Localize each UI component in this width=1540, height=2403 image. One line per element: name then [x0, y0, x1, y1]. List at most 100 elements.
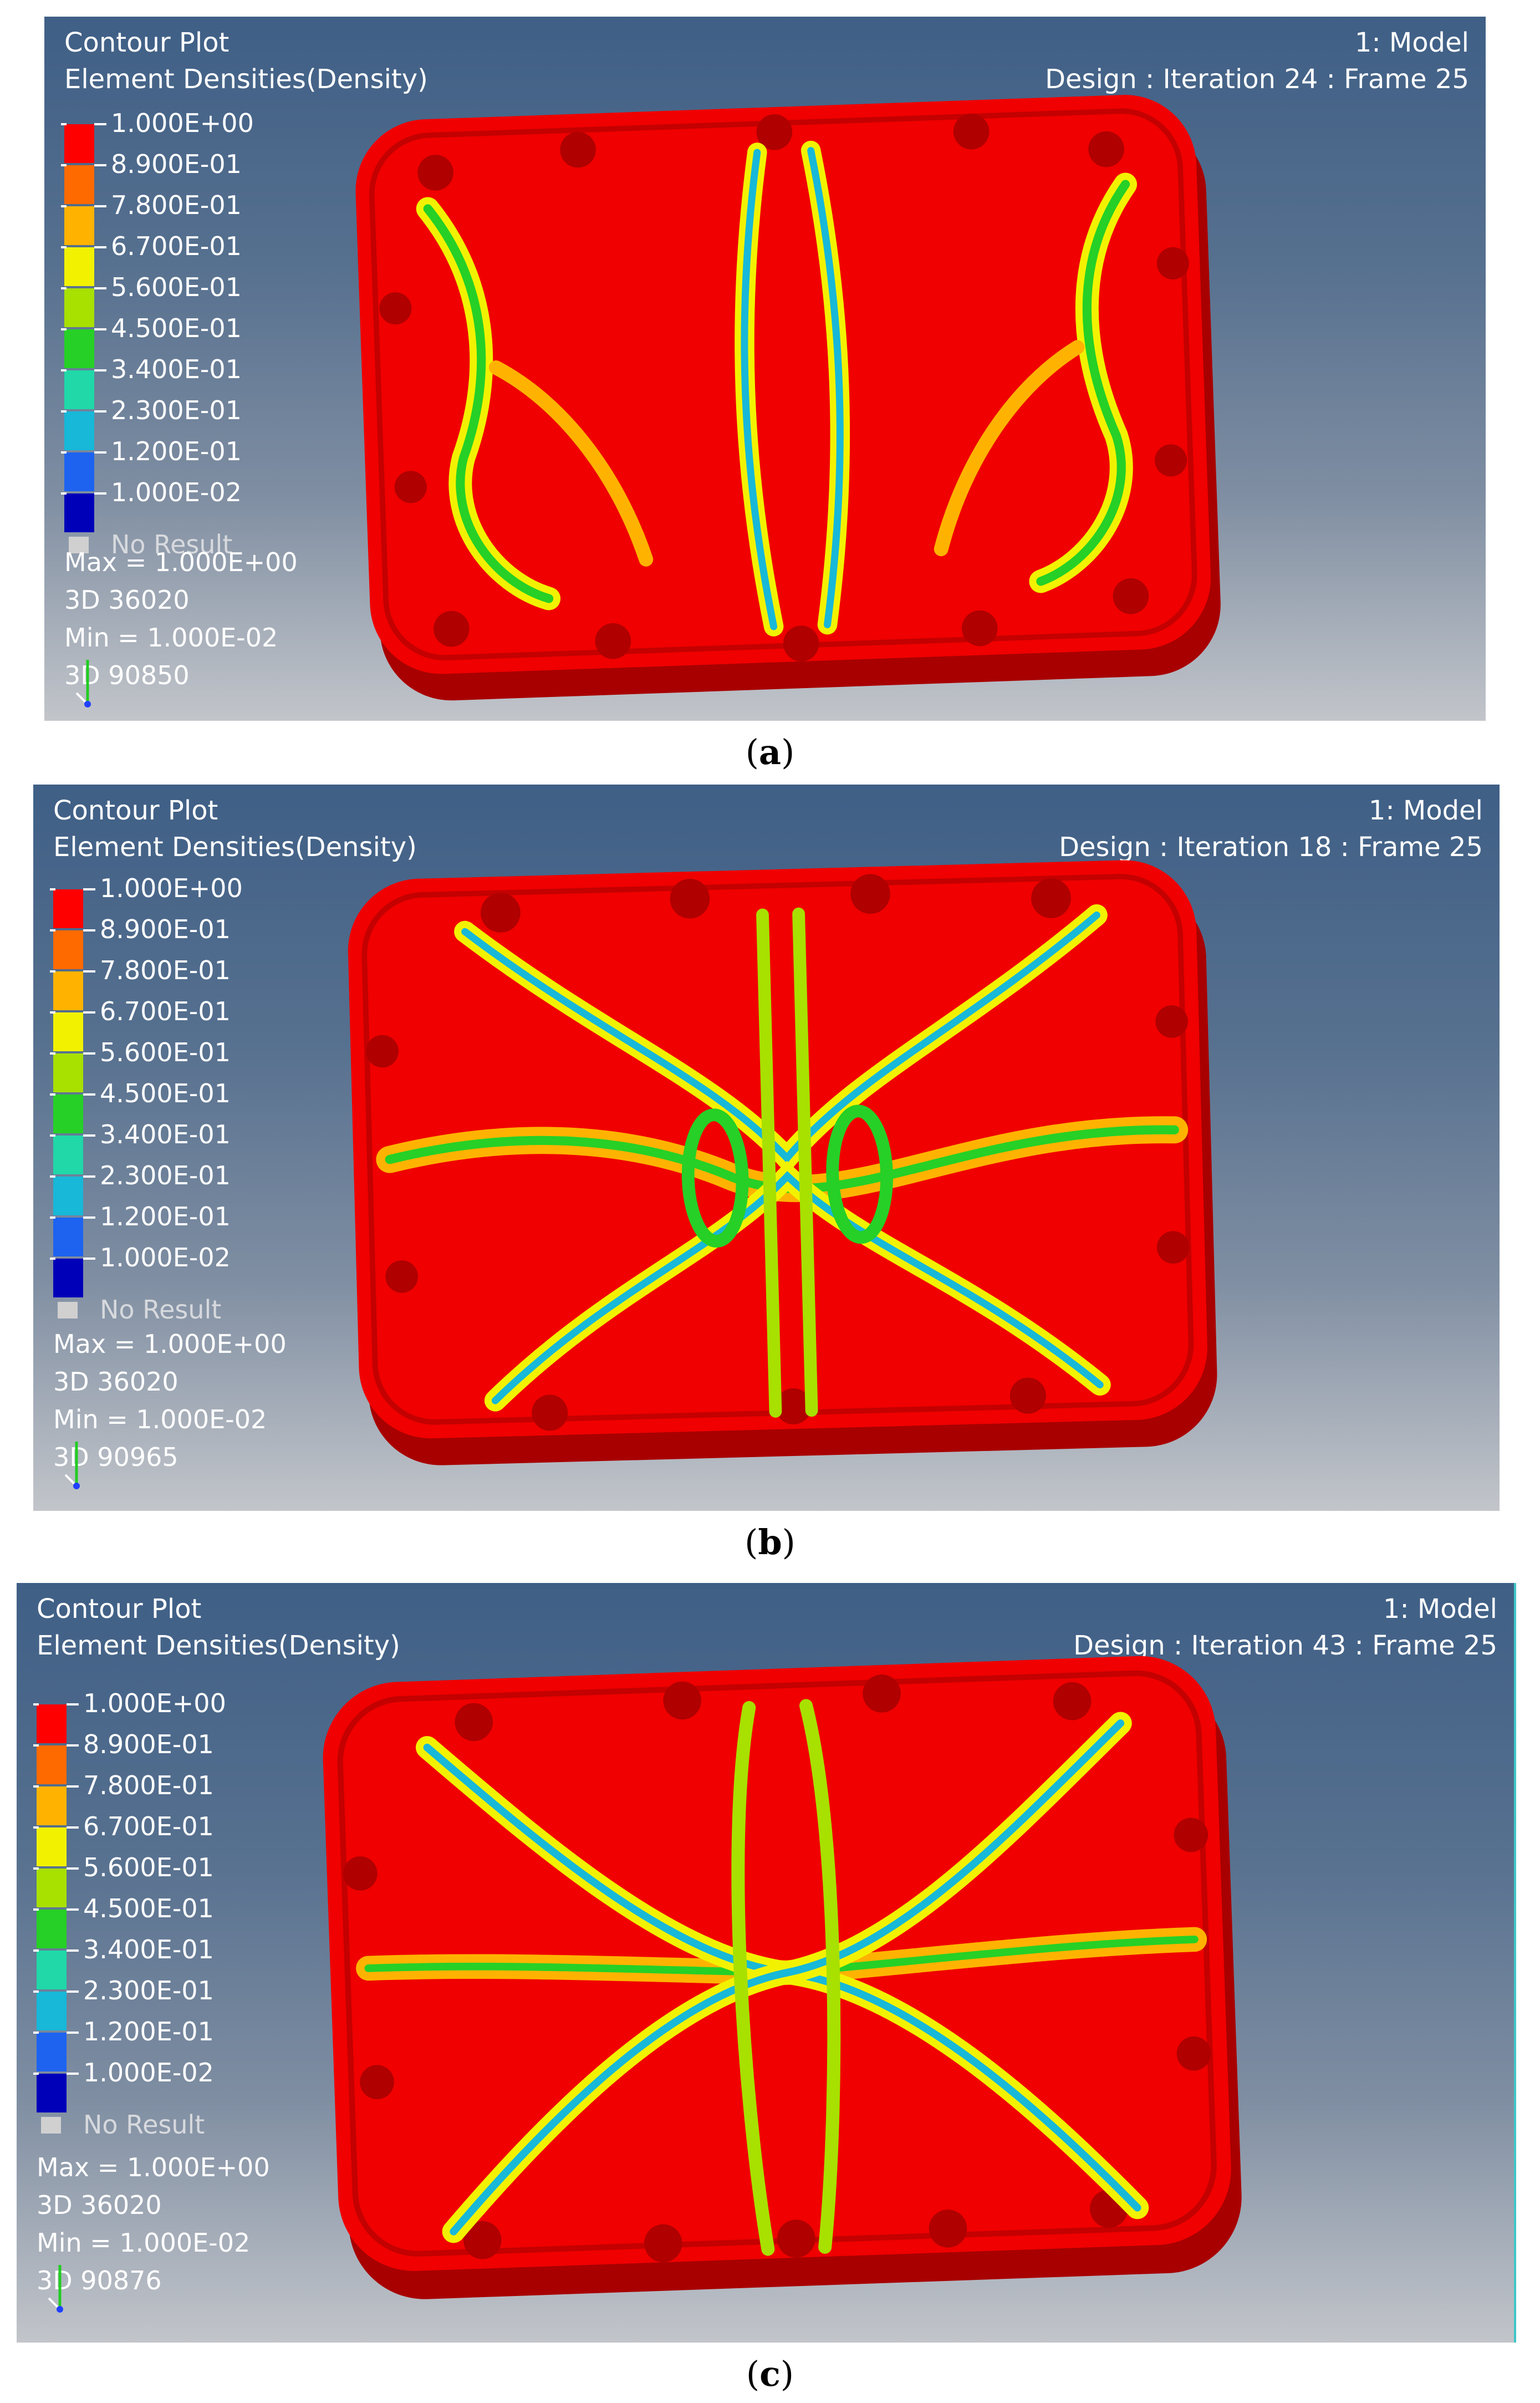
legend-swatch: [37, 1992, 67, 2030]
plot-result-label: Element Densities(Density): [64, 64, 428, 95]
legend-tick: [67, 1908, 79, 1911]
max-element-id: 3D 36020: [53, 1367, 179, 1397]
legend-swatch: [37, 2074, 67, 2112]
legend-label: 1.000E-02: [100, 1243, 231, 1272]
legend-tick: [50, 1216, 55, 1219]
contour-panel-b: Contour Plot Element Densities(Density) …: [33, 785, 1500, 1511]
legend-tick: [83, 929, 95, 931]
legend-tick: [61, 287, 67, 289]
legend-label: 3.400E-01: [111, 354, 242, 384]
max-value: Max = 1.000E+00: [53, 1329, 287, 1359]
density-part-render: [323, 1656, 1242, 2299]
legend-label: 1.200E-01: [111, 436, 242, 466]
legend-label: 5.600E-01: [83, 1852, 214, 1882]
legend-tick: [33, 1703, 39, 1705]
max-value: Max = 1.000E+00: [64, 547, 298, 577]
legend-tick: [94, 246, 106, 248]
no-result-swatch: [69, 537, 89, 553]
model-label: 1: Model: [1368, 795, 1483, 826]
contour-panel-c: Contour Plot Element Densities(Density) …: [17, 1583, 1516, 2343]
caption-a: (a): [745, 732, 795, 772]
min-max-stats: Max = 1.000E+00 3D 36020 Min = 1.000E-02…: [53, 1325, 287, 1476]
caption-b: (b): [744, 1522, 796, 1562]
plot-result-label: Element Densities(Density): [53, 832, 417, 863]
legend-label: 4.500E-01: [111, 313, 242, 343]
legend-tick: [67, 1703, 79, 1705]
panel-title: Contour Plot Element Densities(Density): [37, 1591, 400, 1664]
legend-label: 2.300E-01: [111, 395, 242, 425]
legend-swatch: [53, 889, 83, 928]
legend-tick: [61, 492, 67, 495]
min-value: Min = 1.000E-02: [53, 1404, 267, 1434]
legend-label: 8.900E-01: [111, 149, 242, 179]
legend-label: 7.800E-01: [111, 190, 242, 220]
legend-swatch: [53, 930, 83, 969]
legend-swatch: [37, 1869, 67, 1907]
panel-title: Contour Plot Element Densities(Density): [53, 792, 417, 866]
density-part-render: [348, 860, 1217, 1465]
legend-tick: [61, 205, 67, 207]
legend-swatch: [37, 1745, 67, 1784]
legend-swatch: [53, 1094, 83, 1133]
legend-tick: [94, 410, 106, 413]
panel-title: Contour Plot Element Densities(Density): [64, 24, 428, 98]
legend-label: 1.200E-01: [100, 1202, 231, 1231]
legend-tick: [83, 1134, 95, 1137]
legend-swatch: [64, 493, 94, 532]
design-iteration-label: Design : Iteration 43 : Frame 25: [1073, 1630, 1497, 1661]
no-result-label: No Result: [83, 2110, 205, 2140]
min-max-stats: Max = 1.000E+00 3D 36020 Min = 1.000E-02…: [64, 543, 298, 694]
no-result-label: No Result: [100, 1295, 222, 1325]
legend-swatch: [64, 329, 94, 368]
legend-label: 1.000E+00: [100, 873, 243, 903]
legend-swatch: [64, 452, 94, 491]
legend-label: 7.800E-01: [83, 1770, 214, 1800]
legend-label: 8.900E-01: [83, 1729, 214, 1759]
legend-tick: [61, 123, 67, 125]
legend-tick: [50, 1093, 55, 1096]
legend-tick: [94, 123, 106, 125]
legend-tick: [94, 451, 106, 454]
legend-tick: [83, 970, 95, 973]
legend-tick: [83, 1052, 95, 1055]
min-value: Min = 1.000E-02: [37, 2228, 251, 2258]
max-element-id: 3D 36020: [64, 585, 190, 615]
model-info: 1: Model Design : Iteration 24 : Frame 2…: [1045, 24, 1469, 98]
legend-tick: [61, 328, 67, 330]
legend-tick: [33, 2073, 39, 2075]
legend-tick: [83, 1216, 95, 1219]
legend-swatch: [53, 1218, 83, 1256]
legend-tick: [50, 888, 55, 890]
legend-tick: [83, 888, 95, 890]
legend-label: 7.800E-01: [100, 955, 231, 985]
legend-label: 1.000E+00: [111, 108, 254, 138]
model-label: 1: Model: [1383, 1593, 1497, 1625]
no-result-swatch: [58, 1302, 78, 1318]
legend-label: 5.600E-01: [100, 1037, 231, 1067]
legend-tick: [33, 2032, 39, 2034]
legend-label: 6.700E-01: [100, 996, 231, 1026]
legend-swatch: [37, 1704, 67, 1743]
legend-tick: [83, 1257, 95, 1260]
legend-swatch: [64, 124, 94, 163]
legend-tick: [33, 1949, 39, 1952]
legend-swatch: [53, 1136, 83, 1174]
legend-tick: [50, 1134, 55, 1137]
min-max-stats: Max = 1.000E+00 3D 36020 Min = 1.000E-02…: [37, 2149, 270, 2299]
legend-swatch: [53, 1259, 83, 1297]
legend-swatch: [37, 1786, 67, 1825]
legend-label: 5.600E-01: [111, 272, 242, 302]
contour-panel-a: Contour Plot Element Densities(Density) …: [44, 17, 1486, 721]
legend-tick: [94, 205, 106, 207]
plot-type-label: Contour Plot: [53, 795, 218, 826]
legend-tick: [33, 1908, 39, 1911]
no-result-swatch: [41, 2117, 61, 2134]
legend-tick: [67, 1867, 79, 1870]
legend-label: 1.000E+00: [83, 1688, 226, 1718]
legend-swatch: [53, 1177, 83, 1215]
legend-label: 2.300E-01: [100, 1160, 231, 1190]
axis-triad-icon: [64, 1442, 80, 1489]
axis-triad-icon: [75, 660, 91, 707]
legend-tick: [33, 1826, 39, 1829]
caption-letter: a: [758, 732, 782, 772]
